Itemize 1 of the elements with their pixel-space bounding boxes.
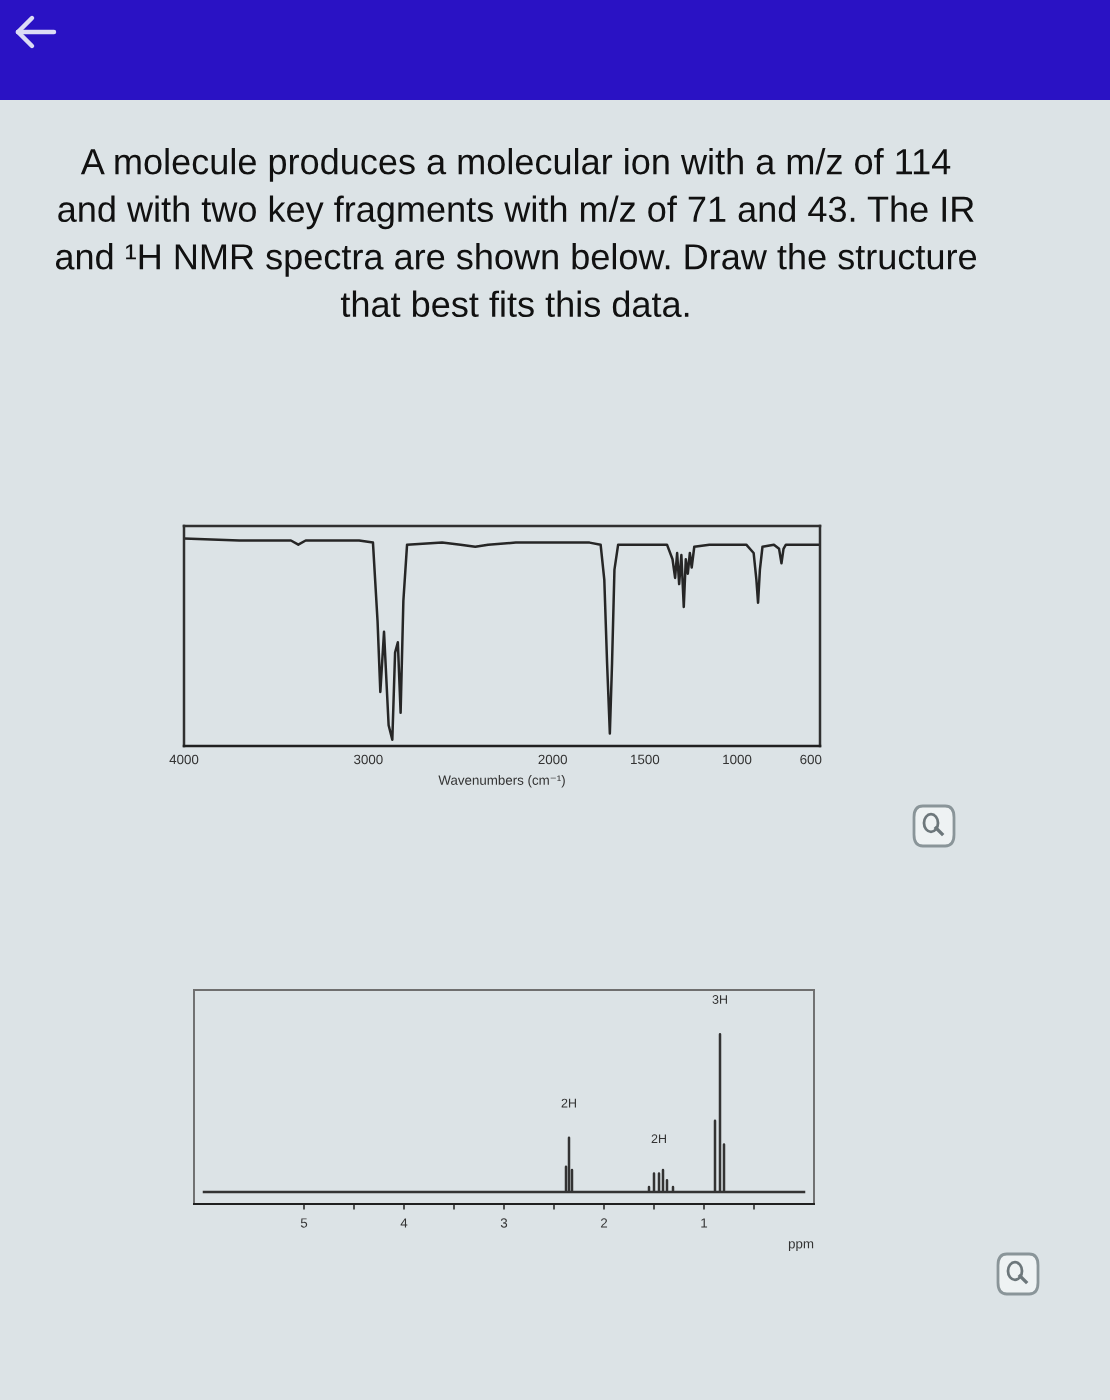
chart-title: A molecule produces a molecular ion with a m/z of 114 and with two key fragments with m/z of 71 and 43. The IR and ¹H NMR spectra are shown below. Draw the structure that best fits this data. [55, 148, 977, 318]
